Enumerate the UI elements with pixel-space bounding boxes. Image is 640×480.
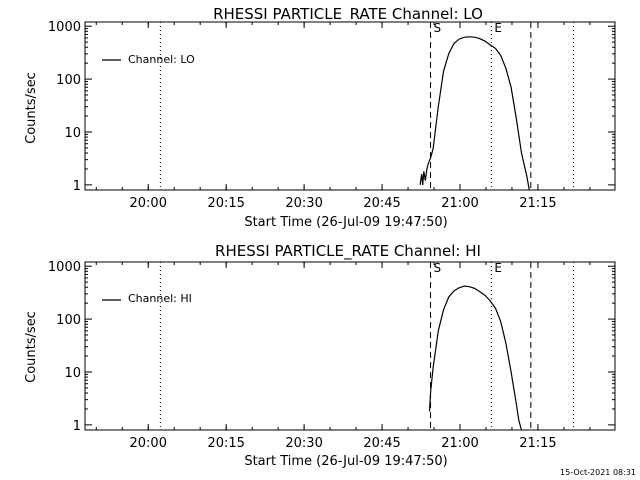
y-tick-label: 10 (64, 126, 81, 141)
x-tick-label: 20:15 (207, 436, 244, 451)
x-tick-label: 20:30 (285, 436, 322, 451)
x-tick-label: 20:45 (363, 196, 400, 211)
plot-frame (84, 261, 616, 431)
x-axis-label: Start Time (26-Jul-09 19:47:50) (244, 454, 447, 469)
x-tick-label: 21:00 (441, 436, 478, 451)
y-tick-label: 100 (56, 313, 81, 328)
x-axis-label: Start Time (26-Jul-09 19:47:50) (244, 215, 447, 230)
y-tick-label: 1000 (48, 20, 81, 35)
chart-title: RHESSI PARTICLE_RATE Channel: HI (215, 242, 481, 261)
interval-marker-label: S (434, 261, 442, 275)
x-tick-label: 21:15 (519, 196, 556, 211)
interval-marker-label: E (494, 261, 502, 275)
panel-lo: RHESSI PARTICLE_RATE Channel: LO Start T… (24, 5, 616, 230)
y-tick-label: 1 (73, 419, 81, 434)
x-tick-label: 21:15 (519, 436, 556, 451)
y-axis-label: Counts/sec (24, 311, 39, 383)
series-line (428, 285, 523, 431)
panel-hi: RHESSI PARTICLE_RATE Channel: HI Start T… (24, 242, 616, 469)
plot-frame (84, 21, 616, 191)
interval-marker-label: S (434, 21, 442, 35)
x-tick-label: 20:00 (130, 436, 167, 451)
x-tick-label: 20:00 (130, 196, 167, 211)
y-tick-label: 1 (73, 179, 81, 194)
chart-title: RHESSI PARTICLE_RATE Channel: LO (213, 5, 483, 24)
x-tick-label: 20:45 (363, 436, 400, 451)
interval-marker-label: E (494, 21, 502, 35)
legend-label: Channel: LO (128, 53, 195, 66)
footer-timestamp: 15-Oct-2021 08:31 (560, 468, 636, 477)
y-tick-label: 100 (56, 73, 81, 88)
y-axis-label: Counts/sec (24, 72, 39, 144)
series-line (419, 36, 530, 191)
x-tick-label: 21:00 (441, 196, 478, 211)
y-tick-label: 1000 (48, 260, 81, 275)
y-tick-label: 10 (64, 366, 81, 381)
x-tick-label: 20:15 (207, 196, 244, 211)
x-tick-label: 20:30 (285, 196, 322, 211)
